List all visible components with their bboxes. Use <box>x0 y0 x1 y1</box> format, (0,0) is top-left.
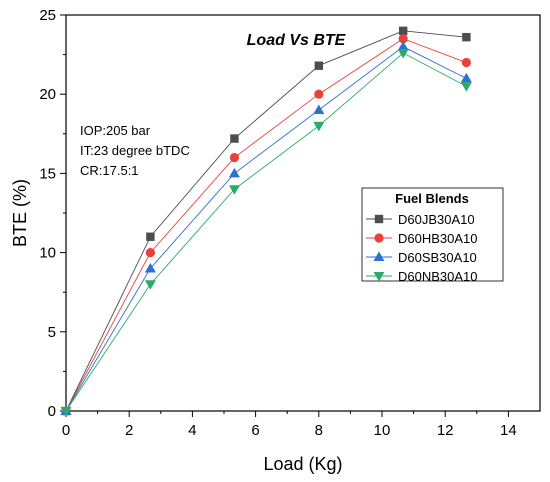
data-point <box>398 34 408 44</box>
legend-items: D60JB30A10 D60HB30A10 D60SB30A10 D60NB30A10 <box>366 212 478 284</box>
data-point <box>313 121 325 132</box>
data-point <box>144 280 156 290</box>
data-point <box>314 61 323 70</box>
data-point <box>461 57 471 68</box>
x-tick-label: 8 <box>315 422 323 439</box>
legend-marker <box>374 233 384 243</box>
legend: Fuel Blends D60JB30A10 D60HB30A10 D60SB30A… <box>361 187 504 284</box>
legend-marker <box>373 251 385 261</box>
data-point <box>228 185 240 195</box>
data-point <box>398 26 408 36</box>
y-axis-title: BTE (%) <box>10 179 30 247</box>
legend-box <box>361 187 504 282</box>
data-point <box>397 49 409 59</box>
x-tick-label: 10 <box>374 422 391 439</box>
data-point <box>60 407 72 417</box>
y-tick-label: 20 <box>39 86 56 103</box>
annotation-iop: IOP:205 bar <box>80 123 151 138</box>
series-line <box>65 52 467 412</box>
data-point <box>228 167 240 178</box>
series-line <box>65 46 467 412</box>
x-axis-title: Load (Kg) <box>263 454 342 474</box>
legend-item: D60SB30A10 <box>366 250 477 265</box>
legend-item: D60NB30A10 <box>366 269 478 284</box>
data-point <box>144 262 156 273</box>
y-tick-label: 0 <box>48 403 56 420</box>
legend-label: D60SB30A10 <box>398 250 477 265</box>
series-D60NB30A10 <box>60 49 472 417</box>
x-tick-label: 12 <box>437 422 454 439</box>
data-point <box>462 32 471 42</box>
data-point <box>397 41 409 51</box>
data-point <box>145 248 155 258</box>
annotation-compression-ratio: CR:17.5:1 <box>80 163 139 178</box>
series-line <box>65 30 467 412</box>
legend-label: D60HB30A10 <box>398 231 478 246</box>
x-tick-label: 6 <box>251 422 259 439</box>
annotation-injection-timing: IT:23 degree bTDC <box>80 143 190 158</box>
x-axis: 0 2 4 6 8 10 12 14 <box>62 411 517 439</box>
chart-title: Load Vs BTE <box>247 32 347 49</box>
data-point <box>460 82 472 92</box>
y-tick-label: 10 <box>39 245 56 262</box>
data-point <box>313 104 325 115</box>
legend-marker <box>374 214 384 224</box>
legend-item: D60JB30A10 <box>366 212 475 227</box>
data-point <box>230 134 239 143</box>
x-tick-label: 4 <box>188 422 196 439</box>
data-point <box>460 72 472 83</box>
legend-marker <box>373 272 385 282</box>
series-D60SB30A10 <box>60 41 472 415</box>
y-axis: 0 5 10 15 20 25 <box>39 7 66 420</box>
series-line <box>65 38 467 412</box>
x-tick-label: 0 <box>62 422 70 439</box>
data-point <box>146 232 155 241</box>
series-layer <box>60 26 472 417</box>
x-tick-label: 14 <box>500 422 517 439</box>
data-point <box>229 152 240 163</box>
y-tick-label: 25 <box>39 7 56 24</box>
legend-label: D60JB30A10 <box>398 212 475 227</box>
series-D60HB30A10 <box>61 34 471 416</box>
legend-label: D60NB30A10 <box>398 269 478 284</box>
x-tick-label: 2 <box>125 422 133 439</box>
legend-item: D60HB30A10 <box>366 231 478 246</box>
data-point <box>314 89 324 99</box>
legend-title: Fuel Blends <box>395 191 469 206</box>
y-tick-label: 15 <box>39 165 56 182</box>
y-tick-label: 5 <box>48 324 56 341</box>
